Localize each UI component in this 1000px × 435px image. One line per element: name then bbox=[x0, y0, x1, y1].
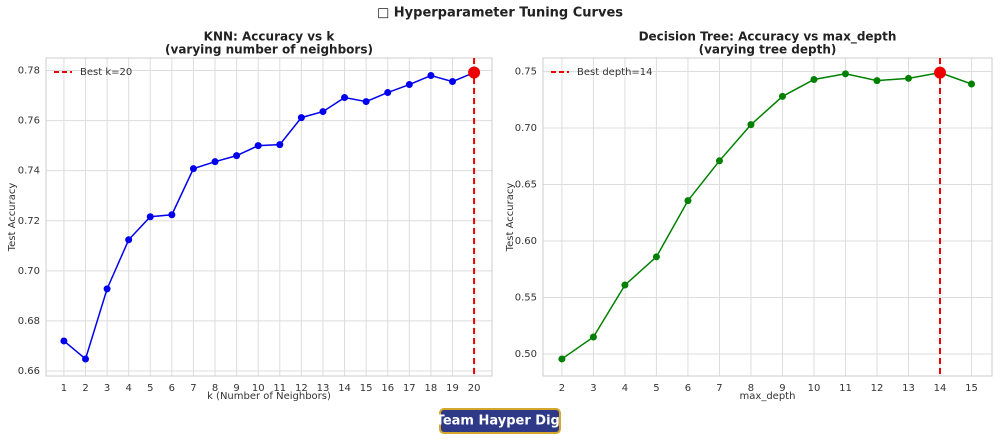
x-axis-label: max_depth bbox=[740, 391, 796, 402]
y-tick-label: 0.74 bbox=[18, 166, 40, 177]
x-tick-label: 9 bbox=[779, 383, 785, 394]
x-tick-label: 6 bbox=[685, 383, 691, 394]
data-point bbox=[810, 75, 818, 83]
y-tick-label: 0.60 bbox=[515, 236, 537, 247]
best-point bbox=[468, 66, 481, 79]
x-tick-label: 16 bbox=[381, 383, 394, 394]
data-point bbox=[82, 355, 90, 363]
data-point bbox=[103, 285, 111, 293]
x-tick-label: 8 bbox=[748, 383, 754, 394]
x-tick-label: 5 bbox=[653, 383, 659, 394]
x-tick-label: 1 bbox=[61, 383, 67, 394]
page-title: □ Hyperparameter Tuning Curves bbox=[377, 6, 623, 21]
x-tick-label: 10 bbox=[808, 383, 821, 394]
data-point bbox=[276, 141, 284, 149]
x-tick-label: 8 bbox=[212, 383, 218, 394]
x-tick-label: 3 bbox=[104, 383, 110, 394]
x-tick-label: 11 bbox=[839, 383, 852, 394]
x-tick-label: 14 bbox=[338, 383, 351, 394]
data-point bbox=[60, 337, 68, 345]
data-point bbox=[384, 89, 392, 97]
data-point bbox=[684, 197, 692, 205]
x-tick-label: 12 bbox=[871, 383, 884, 394]
data-point bbox=[747, 121, 755, 129]
footer-badge bbox=[439, 408, 561, 434]
data-point bbox=[448, 78, 456, 86]
data-point bbox=[715, 157, 723, 165]
data-line bbox=[63, 71, 475, 361]
data-point bbox=[968, 80, 976, 88]
y-tick-label: 0.78 bbox=[18, 66, 40, 77]
x-tick-label: 19 bbox=[446, 383, 459, 394]
data-point bbox=[778, 92, 786, 100]
x-tick-label: 2 bbox=[559, 383, 565, 394]
y-tick-label: 0.75 bbox=[515, 67, 537, 78]
data-point bbox=[146, 213, 154, 221]
legend-label: Best depth=14 bbox=[577, 67, 653, 78]
x-tick-label: 3 bbox=[590, 383, 596, 394]
y-tick-label: 0.50 bbox=[515, 349, 537, 360]
data-point bbox=[297, 114, 305, 122]
y-tick-label: 0.66 bbox=[18, 366, 40, 377]
x-tick-label: 7 bbox=[716, 383, 722, 394]
y-tick-label: 0.72 bbox=[18, 216, 40, 227]
x-tick-label: 7 bbox=[190, 383, 196, 394]
x-tick-label: 13 bbox=[902, 383, 915, 394]
data-point bbox=[168, 211, 176, 219]
x-tick-label: 15 bbox=[965, 383, 978, 394]
x-axis-label: k (Number of Neighbors) bbox=[207, 391, 331, 402]
data-line bbox=[561, 71, 972, 360]
chart-subtitle: (varying tree depth) bbox=[699, 43, 837, 57]
data-point bbox=[652, 253, 660, 261]
x-tick-label: 9 bbox=[233, 383, 239, 394]
data-point bbox=[589, 333, 597, 341]
data-point bbox=[558, 355, 566, 363]
chart-title: KNN: Accuracy vs k bbox=[204, 30, 336, 44]
x-tick-label: 10 bbox=[252, 383, 265, 394]
data-point bbox=[233, 152, 241, 160]
x-tick-label: 17 bbox=[403, 383, 416, 394]
x-tick-label: 20 bbox=[468, 383, 481, 394]
data-point bbox=[362, 98, 370, 106]
data-point bbox=[319, 108, 327, 116]
x-tick-label: 15 bbox=[360, 383, 373, 394]
data-point bbox=[621, 281, 629, 289]
x-tick-label: 4 bbox=[125, 383, 131, 394]
data-point bbox=[125, 236, 133, 244]
y-tick-label: 0.55 bbox=[515, 292, 537, 303]
data-point bbox=[254, 142, 262, 150]
x-tick-label: 18 bbox=[425, 383, 438, 394]
x-tick-label: 5 bbox=[147, 383, 153, 394]
data-point bbox=[405, 81, 413, 89]
x-tick-label: 4 bbox=[622, 383, 628, 394]
x-tick-label: 12 bbox=[295, 383, 308, 394]
x-tick-label: 13 bbox=[317, 383, 330, 394]
data-point bbox=[211, 158, 219, 166]
y-tick-label: 0.70 bbox=[18, 266, 40, 277]
y-axis-label: Test Accuracy bbox=[7, 183, 18, 253]
legend-label: Best k=20 bbox=[80, 67, 132, 78]
footer-text: Team Hayper Digi bbox=[436, 414, 565, 429]
y-tick-label: 0.68 bbox=[18, 316, 40, 327]
plot-frame bbox=[45, 57, 493, 377]
data-point bbox=[427, 72, 435, 80]
y-axis-label: Test Accuracy bbox=[505, 183, 516, 253]
y-tick-label: 0.76 bbox=[18, 116, 40, 127]
data-point bbox=[905, 74, 913, 82]
plot-frame bbox=[542, 57, 993, 377]
chart-title: Decision Tree: Accuracy vs max_depth bbox=[639, 30, 897, 45]
data-point bbox=[841, 70, 849, 78]
y-tick-label: 0.65 bbox=[515, 180, 537, 191]
x-tick-label: 14 bbox=[934, 383, 947, 394]
data-point bbox=[341, 94, 349, 102]
x-tick-label: 2 bbox=[82, 383, 88, 394]
chart-subtitle: (varying number of neighbors) bbox=[165, 43, 373, 57]
y-tick-label: 0.70 bbox=[515, 123, 537, 134]
data-point bbox=[189, 165, 197, 173]
best-point bbox=[934, 66, 947, 79]
x-tick-label: 6 bbox=[169, 383, 175, 394]
x-tick-label: 11 bbox=[273, 383, 286, 394]
data-point bbox=[873, 77, 881, 85]
